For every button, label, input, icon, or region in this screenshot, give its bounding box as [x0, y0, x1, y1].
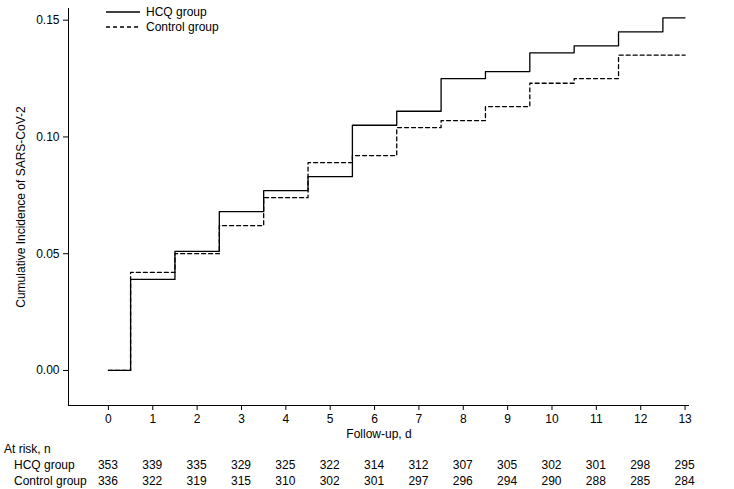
svg-text:2: 2: [194, 412, 201, 426]
html-text:296: 296: [452, 474, 473, 488]
svg-text:7: 7: [416, 412, 423, 426]
html-text:319: 319: [186, 474, 207, 488]
html-text:312: 312: [408, 458, 429, 472]
html-text:310: 310: [275, 474, 296, 488]
svg-text:11: 11: [590, 412, 603, 426]
html-text:302: 302: [319, 474, 340, 488]
html-text:297: 297: [408, 474, 429, 488]
svg-text:4: 4: [283, 412, 290, 426]
html-text:322: 322: [319, 458, 340, 472]
svg-text:0: 0: [105, 412, 112, 426]
html-text:322: 322: [142, 474, 163, 488]
html-text:294: 294: [497, 474, 518, 488]
html-text:298: 298: [630, 458, 651, 472]
html-text:302: 302: [541, 458, 562, 472]
html-text:HCQ group: HCQ group: [146, 4, 207, 19]
svg-text:13: 13: [678, 412, 692, 426]
html-text:315: 315: [231, 474, 251, 488]
html-text:290: 290: [541, 474, 562, 488]
html-text:HCQ group: HCQ group: [14, 458, 75, 472]
html-text:At risk, n: At risk, n: [4, 442, 51, 456]
svg-text:0.05: 0.05: [36, 247, 60, 261]
html-text:301: 301: [364, 474, 385, 488]
html-text:284: 284: [674, 474, 695, 488]
svg-text:10: 10: [545, 412, 559, 426]
html-text:336: 336: [97, 474, 118, 488]
html-text:288: 288: [585, 474, 606, 488]
svg-text:6: 6: [371, 412, 378, 426]
html-text:285: 285: [630, 474, 651, 488]
html-text:305: 305: [497, 458, 518, 472]
svg-text:9: 9: [504, 412, 511, 426]
svg-text:0.10: 0.10: [36, 130, 60, 144]
svg-text:Cumulative Incidence of SARS-C: Cumulative Incidence of SARS-CoV-2: [14, 106, 28, 308]
html-text:295: 295: [674, 458, 695, 472]
html-text:325: 325: [275, 458, 296, 472]
html-text:Control group: Control group: [146, 19, 219, 34]
svg-text:5: 5: [327, 412, 334, 426]
svg-text:0.00: 0.00: [36, 363, 60, 377]
svg-text:Follow-up, d: Follow-up, d: [346, 427, 411, 441]
html-text:339: 339: [142, 458, 163, 472]
svg-text:0.15: 0.15: [36, 13, 60, 27]
html-text:335: 335: [186, 458, 207, 472]
html-text:353: 353: [97, 458, 118, 472]
html-text:307: 307: [452, 458, 473, 472]
svg-text:1: 1: [149, 412, 156, 426]
svg-text:3: 3: [238, 412, 245, 426]
html-text:301: 301: [585, 458, 606, 472]
html-text:314: 314: [364, 458, 385, 472]
html-text:329: 329: [231, 458, 251, 472]
svg-text:8: 8: [460, 412, 467, 426]
html-text:Control group: Control group: [14, 474, 87, 488]
svg-text:12: 12: [634, 412, 648, 426]
